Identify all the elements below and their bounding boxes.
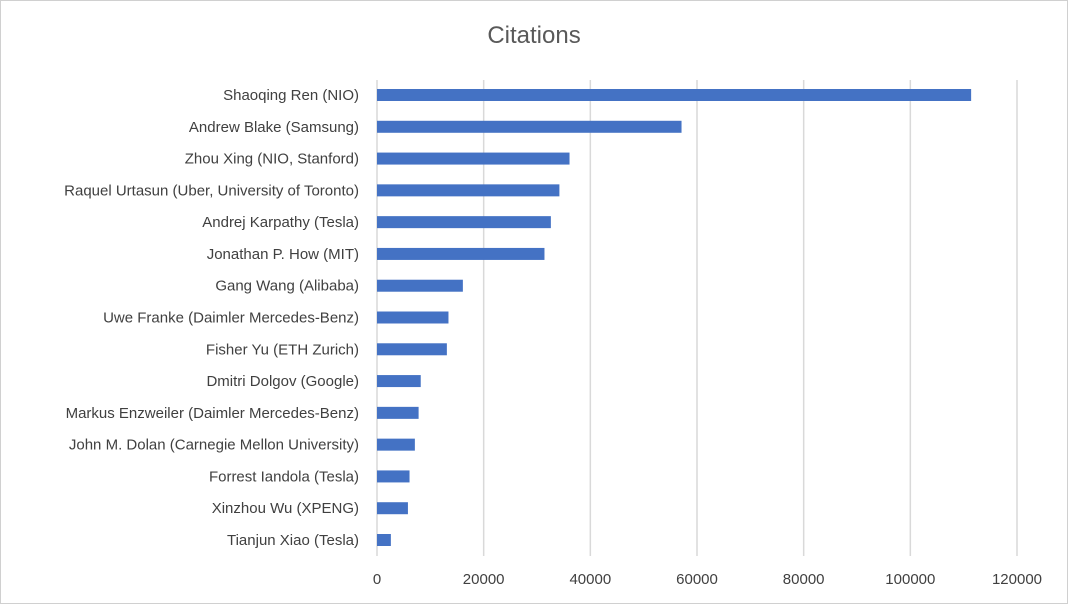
x-tick-label: 100000 xyxy=(885,571,935,588)
y-category-label: Zhou Xing (NIO, Stanford) xyxy=(185,151,359,168)
y-category-label: Forrest Iandola (Tesla) xyxy=(209,468,359,485)
y-category-label: Andrej Karpathy (Tesla) xyxy=(202,214,359,231)
y-category-label: Markus Enzweiler (Daimler Mercedes-Benz) xyxy=(66,405,359,422)
bar xyxy=(377,438,415,451)
bar xyxy=(377,502,408,515)
bar xyxy=(377,406,419,419)
bar xyxy=(377,375,421,388)
bar xyxy=(377,89,972,101)
y-category-label: Xinzhou Wu (XPENG) xyxy=(212,500,359,517)
bar xyxy=(377,120,682,133)
y-category-label: Andrew Blake (Samsung) xyxy=(189,119,359,136)
bar xyxy=(377,343,447,356)
bar xyxy=(377,247,545,260)
bar xyxy=(377,184,560,197)
bar xyxy=(377,279,463,292)
bar xyxy=(377,311,449,324)
x-tick-label: 80000 xyxy=(783,571,825,588)
y-category-label: Shaoqing Ren (NIO) xyxy=(223,87,359,104)
x-tick-label: 120000 xyxy=(992,571,1042,588)
bar xyxy=(377,534,391,546)
y-category-label: Raquel Urtasun (Uber, University of Toro… xyxy=(64,182,359,199)
y-category-label: Jonathan P. How (MIT) xyxy=(207,246,359,263)
x-tick-label: 60000 xyxy=(676,571,718,588)
bar xyxy=(377,216,551,229)
bar xyxy=(377,470,410,483)
y-category-label: Dmitri Dolgov (Google) xyxy=(206,373,359,390)
chart-title: Citations xyxy=(487,22,581,49)
x-tick-label: 40000 xyxy=(569,571,611,588)
y-category-label: Tianjun Xiao (Tesla) xyxy=(227,532,359,549)
y-category-label: Fisher Yu (ETH Zurich) xyxy=(206,341,359,358)
y-category-label: Uwe Franke (Daimler Mercedes-Benz) xyxy=(103,310,359,327)
x-tick-label: 20000 xyxy=(463,571,505,588)
x-tick-label: 0 xyxy=(373,571,381,588)
y-category-label: Gang Wang (Alibaba) xyxy=(215,278,359,295)
y-category-label: John M. Dolan (Carnegie Mellon Universit… xyxy=(69,437,359,454)
bar xyxy=(377,152,570,165)
